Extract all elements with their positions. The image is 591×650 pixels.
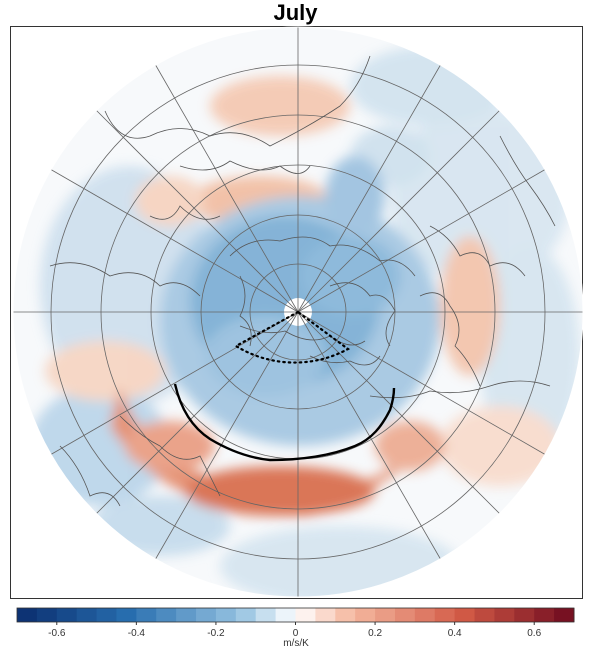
colorbar-tick-label: -0.6 bbox=[48, 628, 66, 639]
colorbar-cell bbox=[315, 608, 336, 622]
colorbar-cell bbox=[17, 608, 38, 622]
colorbar-cell bbox=[474, 608, 495, 622]
colorbar-cell bbox=[215, 608, 237, 622]
colorbar-cells bbox=[17, 608, 575, 622]
colorbar-cell bbox=[394, 608, 416, 622]
colorbar-tick-label: -0.4 bbox=[128, 628, 146, 639]
colorbar-cell bbox=[375, 608, 396, 622]
colorbar-cell bbox=[156, 608, 177, 622]
colorbar-cell bbox=[255, 608, 277, 622]
colorbar-cell bbox=[136, 608, 157, 622]
polar-map bbox=[10, 26, 583, 599]
colorbar-tick-label: 0.2 bbox=[368, 628, 382, 639]
map-disk-edge bbox=[12, 26, 583, 598]
colorbar-tick-label: -0.2 bbox=[207, 628, 225, 639]
colorbar-cell bbox=[434, 608, 456, 622]
colorbar-cell bbox=[235, 608, 257, 622]
colorbar-cell bbox=[56, 608, 78, 622]
colorbar-cell bbox=[116, 608, 137, 622]
colorbar-tick-label: 0 bbox=[293, 628, 299, 639]
colorbar-cell bbox=[196, 608, 217, 622]
colorbar-cell bbox=[295, 608, 316, 622]
colorbar-cell bbox=[275, 608, 296, 622]
colorbar-cell bbox=[36, 608, 58, 622]
dotted-sector-outline bbox=[233, 310, 351, 364]
colorbar-tick-label: 0.4 bbox=[448, 628, 462, 639]
colorbar-cell bbox=[554, 608, 575, 622]
solid-arc-line bbox=[173, 383, 396, 462]
colorbar-cell bbox=[76, 608, 98, 622]
colorbar-label: m/s/K bbox=[283, 638, 309, 649]
longitude-gridlines bbox=[13, 27, 583, 597]
coastlines bbox=[49, 55, 556, 507]
colorbar-cell bbox=[534, 608, 555, 622]
colorbar-cell bbox=[96, 608, 117, 622]
colorbar-tick-label: 0.6 bbox=[527, 628, 541, 639]
colorbar-cell bbox=[414, 608, 436, 622]
colorbar-cell bbox=[514, 608, 535, 622]
colorbar: -0.6 -0.4 -0.2 0 0.2 0.4 0.6 m/s/K bbox=[16, 607, 575, 649]
colorbar-cell bbox=[494, 608, 515, 622]
colorbar-cell bbox=[454, 608, 476, 622]
colorbar-cell bbox=[355, 608, 376, 622]
anomaly-field bbox=[13, 27, 583, 597]
colorbar-cell bbox=[176, 608, 197, 622]
colorbar-ticks: -0.6 -0.4 -0.2 0 0.2 0.4 0.6 bbox=[48, 622, 542, 639]
colorbar-cell bbox=[335, 608, 356, 622]
map-title: July bbox=[273, 0, 318, 25]
